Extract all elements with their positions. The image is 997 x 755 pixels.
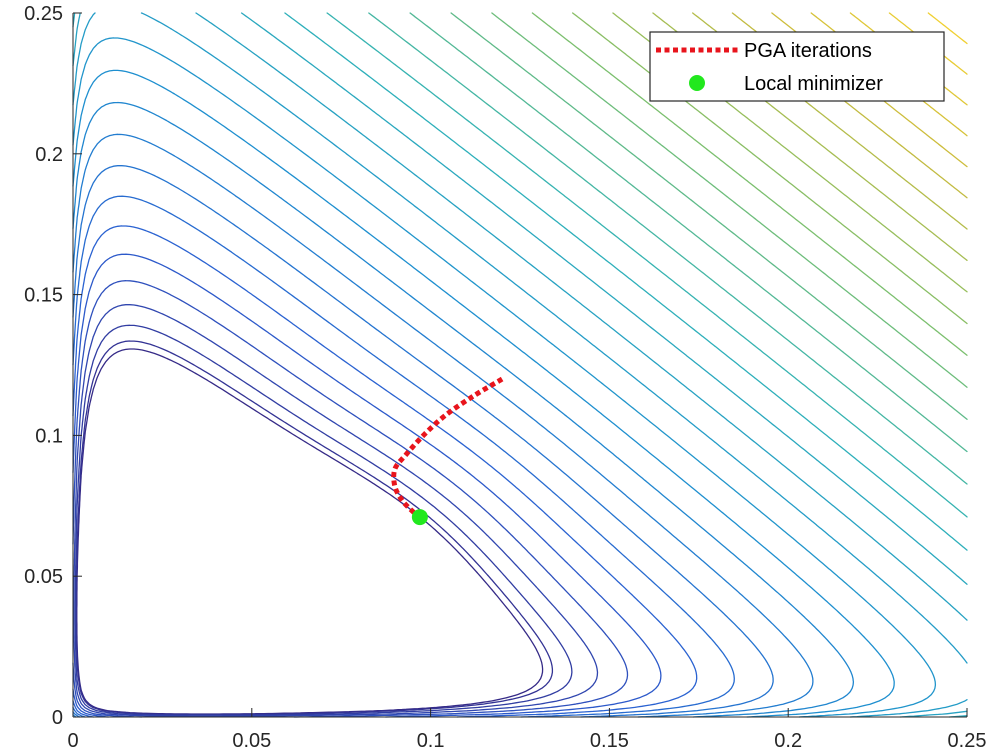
contour-level	[409, 12, 968, 453]
y-tick-label: 0	[52, 707, 63, 729]
contour-level	[72, 101, 855, 718]
contour-level	[76, 348, 544, 715]
pga-iterations-path	[391, 376, 504, 520]
contour-level	[72, 12, 968, 718]
contour-level	[72, 253, 662, 718]
y-tick-label: 0.05	[24, 566, 63, 588]
local-minimizer-point	[411, 509, 428, 526]
contour-level	[491, 12, 968, 388]
legend: PGA iterations Local minimizer	[649, 31, 945, 102]
y-tick-label: 0.1	[35, 425, 63, 447]
x-tick-label: 0.2	[774, 730, 802, 752]
x-tick-label: 0.05	[232, 730, 271, 752]
contour-level	[72, 280, 629, 718]
contour-level	[75, 340, 554, 716]
legend-minimizer-label: Local minimizer	[744, 73, 883, 95]
contour-level	[72, 225, 698, 718]
x-tick-label: 0.15	[590, 730, 629, 752]
y-tick-label: 0.25	[24, 3, 63, 25]
x-tick-label: 0	[67, 730, 78, 752]
y-tick-label: 0.15	[24, 285, 63, 307]
contour-level	[72, 133, 814, 718]
contour-level	[368, 12, 968, 485]
contour-level	[284, 12, 968, 551]
y-tick-label: 0.2	[35, 144, 63, 166]
contour-level	[72, 195, 735, 718]
contour-level	[72, 12, 968, 718]
contour-level	[74, 324, 573, 716]
contour-level	[927, 12, 968, 45]
tick-labels: 0 0.05 0.1 0.15 0.2 0.25 0 0.05 0.1 0.15 0.2 0.25	[24, 3, 986, 752]
contour-level	[73, 304, 599, 717]
contour-level	[72, 12, 968, 718]
x-tick-label: 0.1	[417, 730, 445, 752]
contour-level	[326, 12, 968, 518]
contour-level	[450, 12, 968, 420]
axes	[72, 12, 968, 718]
x-tick-label: 0.25	[948, 730, 987, 752]
legend-minimizer-swatch	[689, 75, 705, 91]
legend-pga-label: PGA iterations	[744, 40, 872, 62]
contour-level	[531, 12, 968, 356]
contour-level	[72, 165, 774, 718]
contour-lines	[72, 12, 968, 718]
